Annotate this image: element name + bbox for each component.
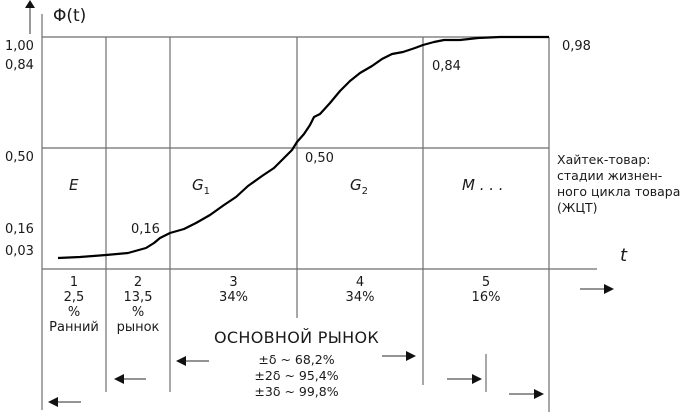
column-1-number: 1 [69, 275, 79, 290]
column-1-share-sign: % [67, 305, 81, 320]
column-4-number: 4 [355, 275, 365, 290]
left-arrow-icon [48, 397, 81, 407]
note-line-2: стадии жизнен- [557, 168, 663, 183]
y-axis-arrow-icon [25, 0, 35, 34]
column-5: 5 16% [423, 275, 549, 305]
curve-label-0-84: 0,84 [432, 59, 461, 74]
column-1: 1 2,5 % Ранний [42, 275, 106, 335]
chart-note: Хайтек-товар: стадии жизнен- ного цикла … [557, 152, 680, 216]
stage-m: M . . . [462, 176, 504, 194]
column-3-share: 34% [219, 290, 248, 305]
curve-label-0-50: 0,50 [305, 151, 334, 166]
y-tick-0-16: 0,16 [5, 222, 34, 237]
main-market-sigmas: ±δ ~ 68,2% ±2δ ~ 95,4% ±3δ ~ 99,8% [170, 352, 423, 400]
left-arrow-icon [114, 374, 146, 384]
stage-g1: G1 [192, 178, 210, 199]
column-1-share: 2,5 [63, 290, 85, 305]
column-5-number: 5 [481, 275, 491, 290]
stage-g1-letter: G [192, 176, 204, 194]
stage-g1-sub: 1 [203, 186, 210, 197]
column-1-word: Ранний [49, 320, 99, 335]
stage-g2: G2 [350, 178, 368, 199]
sigma-1: ±δ ~ 68,2% [258, 352, 335, 367]
column-2-word: рынок [116, 320, 160, 335]
x-axis-arrow-icon [580, 284, 614, 294]
curve-label-0-98: 0,98 [562, 39, 591, 54]
y-tick-0-50: 0,50 [5, 150, 34, 165]
column-2: 2 13,5 % рынок [106, 275, 170, 335]
column-2-share-sign: % [131, 305, 145, 320]
note-line-4: (ЖЦТ) [557, 200, 598, 215]
curve-label-0-16: 0,16 [131, 222, 160, 237]
stage-g2-letter: G [350, 176, 362, 194]
y-tick-0-84: 0,84 [5, 58, 34, 73]
y-axis-label: Φ(t) [53, 6, 87, 26]
column-5-share: 16% [471, 290, 501, 305]
note-line-1: Хайтек-товар: [557, 152, 651, 167]
y-tick-0-03: 0,03 [5, 244, 34, 259]
column-4-share: 34% [345, 290, 375, 305]
column-2-share: 13,5 [123, 290, 153, 305]
x-axis-label: t [620, 245, 628, 266]
right-arrow-icon [509, 389, 544, 399]
column-2-number: 2 [133, 275, 143, 290]
sigma-3: ±3δ ~ 99,8% [254, 384, 339, 399]
grid [41, 14, 597, 412]
left-arrow-icon [176, 356, 209, 366]
sigma-2: ±2δ ~ 95,4% [254, 368, 339, 383]
note-line-3: ного цикла товара [557, 184, 681, 199]
column-3: 3 34% [170, 275, 297, 305]
right-arrow-icon [382, 351, 416, 361]
column-4: 4 34% [297, 275, 423, 305]
stage-g2-sub: 2 [361, 186, 368, 197]
y-tick-1-00: 1,00 [5, 39, 34, 54]
main-market-title: ОСНОВНОЙ РЫНОК [214, 328, 379, 347]
stage-e: E [69, 176, 79, 194]
column-3-number: 3 [229, 275, 238, 290]
right-arrow-icon [447, 374, 482, 384]
cumulative-curve [57, 35, 549, 260]
